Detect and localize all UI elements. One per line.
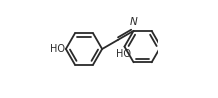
Text: HO: HO [50,44,65,54]
Text: N: N [130,17,137,27]
Text: HO: HO [116,49,131,59]
